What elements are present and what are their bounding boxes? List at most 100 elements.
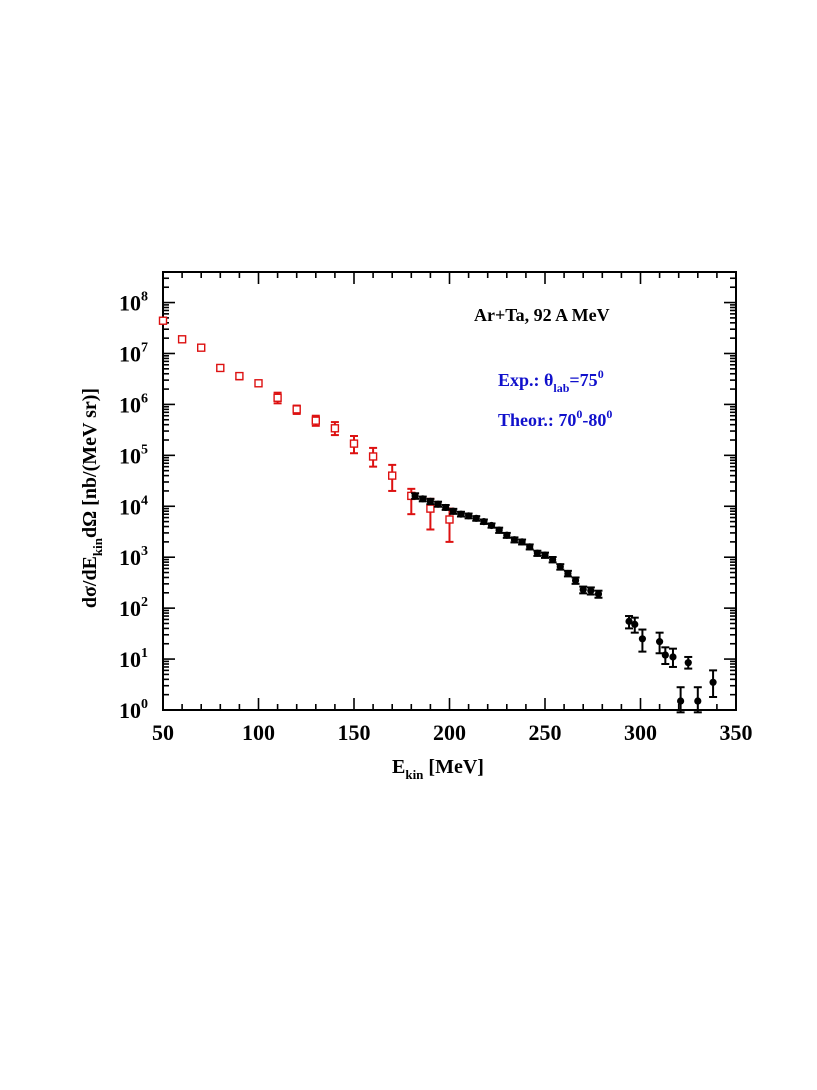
data-point	[656, 638, 664, 646]
y-tick-label-exp: 4	[141, 493, 148, 508]
data-point	[465, 512, 473, 520]
data-point	[677, 697, 685, 705]
data-point	[158, 316, 168, 325]
x-tick-label: 50	[152, 720, 174, 745]
y-tick-label-exp: 8	[141, 290, 148, 305]
data-point	[694, 697, 702, 705]
y-axis-label: dσ/dEkindΩ [nb/(MeV sr)]	[79, 388, 105, 608]
data-point	[388, 471, 397, 480]
data-point	[587, 587, 595, 595]
y-tick-label: 103	[119, 544, 148, 570]
system-annotation: Ar+Ta, 92 A MeV	[474, 305, 610, 325]
data-point	[311, 416, 320, 425]
axis-ticks	[162, 272, 737, 711]
data-point	[254, 379, 263, 388]
y-tick-label-base: 10	[119, 494, 141, 519]
x-tick-label: 250	[529, 720, 562, 745]
y-tick-label-exp: 5	[141, 442, 148, 457]
series-exp	[411, 492, 718, 714]
data-point	[571, 576, 580, 585]
y-tick-label: 107	[119, 340, 148, 366]
data-point	[426, 504, 435, 513]
exp-annotation: Exp.: θlab=750	[498, 367, 604, 395]
data-point	[434, 500, 442, 508]
y-axis-label-part1: dσ/dE	[79, 556, 101, 608]
y-tick-label-base: 10	[119, 647, 141, 672]
theor-annotation-prefix: Theor.: 70	[498, 410, 576, 430]
y-tick-label-base: 10	[119, 443, 141, 468]
data-point	[533, 549, 541, 557]
data-point	[503, 531, 511, 539]
y-tick-label-exp: 3	[141, 544, 148, 559]
y-tick-label: 101	[119, 646, 148, 672]
data-point	[196, 343, 206, 352]
x-tick-label: 300	[624, 720, 657, 745]
y-tick-label: 104	[119, 493, 148, 519]
y-tick-label-base: 10	[119, 698, 141, 723]
y-tick-label: 105	[119, 442, 148, 468]
data-point	[449, 507, 457, 515]
data-point	[526, 543, 534, 551]
y-tick-label-exp: 0	[141, 697, 148, 712]
data-point	[292, 405, 301, 414]
data-point	[594, 590, 603, 598]
data-point	[445, 515, 454, 524]
data-point	[330, 424, 340, 433]
exp-annotation-angle: =75	[569, 370, 597, 390]
data-point	[661, 651, 669, 659]
data-point	[426, 497, 434, 505]
x-axis-label-unit: [MeV]	[423, 756, 484, 778]
data-point	[472, 514, 480, 522]
data-point	[480, 518, 488, 526]
data-point	[510, 536, 519, 544]
y-tick-label: 108	[119, 290, 148, 316]
data-point	[549, 555, 557, 564]
theor-annotation-sup1: 0	[576, 407, 582, 421]
x-tick-label: 200	[433, 720, 466, 745]
data-point	[487, 521, 496, 530]
y-tick-label-base: 10	[119, 341, 141, 366]
data-point	[457, 510, 465, 518]
data-point	[442, 503, 450, 512]
data-point	[349, 439, 359, 448]
data-point	[564, 569, 572, 578]
data-point	[541, 551, 549, 559]
y-tick-label: 102	[119, 595, 148, 621]
theor-annotation: Theor.: 700-800	[498, 407, 612, 430]
data-point	[556, 563, 564, 571]
data-point	[669, 653, 677, 661]
data-point	[518, 538, 526, 546]
x-tick-label: 350	[720, 720, 753, 745]
data-point	[411, 492, 419, 500]
data-point	[495, 526, 503, 534]
data-point	[368, 452, 378, 461]
data-point	[216, 363, 225, 373]
data-point	[235, 371, 244, 381]
y-axis-label-sub: kin	[90, 537, 105, 556]
data-point	[273, 393, 282, 402]
theor-annotation-sup2: 0	[606, 407, 612, 421]
y-tick-label-base: 10	[119, 291, 141, 316]
data-point	[631, 620, 639, 628]
exp-annotation-prefix: Exp.: θ	[498, 370, 553, 390]
y-tick-label-base: 10	[119, 596, 141, 621]
x-axis-label: Ekin [MeV]	[392, 756, 484, 782]
y-tick-label: 100	[119, 697, 148, 723]
data-point	[419, 495, 427, 503]
exp-annotation-sub: lab	[553, 381, 569, 395]
y-axis-label-part2: dΩ [nb/(MeV sr)]	[79, 388, 101, 538]
data-point	[579, 586, 587, 594]
x-tick-label: 100	[242, 720, 275, 745]
series-theor	[158, 316, 454, 543]
data-point	[177, 335, 187, 344]
x-tick-label: 150	[338, 720, 371, 745]
y-tick-label-exp: 1	[141, 646, 148, 661]
y-tick-label: 106	[119, 391, 148, 417]
y-tick-label-base: 10	[119, 545, 141, 570]
y-tick-label-exp: 6	[141, 391, 148, 406]
y-tick-label-exp: 2	[141, 595, 148, 610]
exp-annotation-sup: 0	[598, 367, 604, 381]
x-axis-label-main: E	[392, 756, 405, 778]
data-point	[625, 617, 633, 625]
